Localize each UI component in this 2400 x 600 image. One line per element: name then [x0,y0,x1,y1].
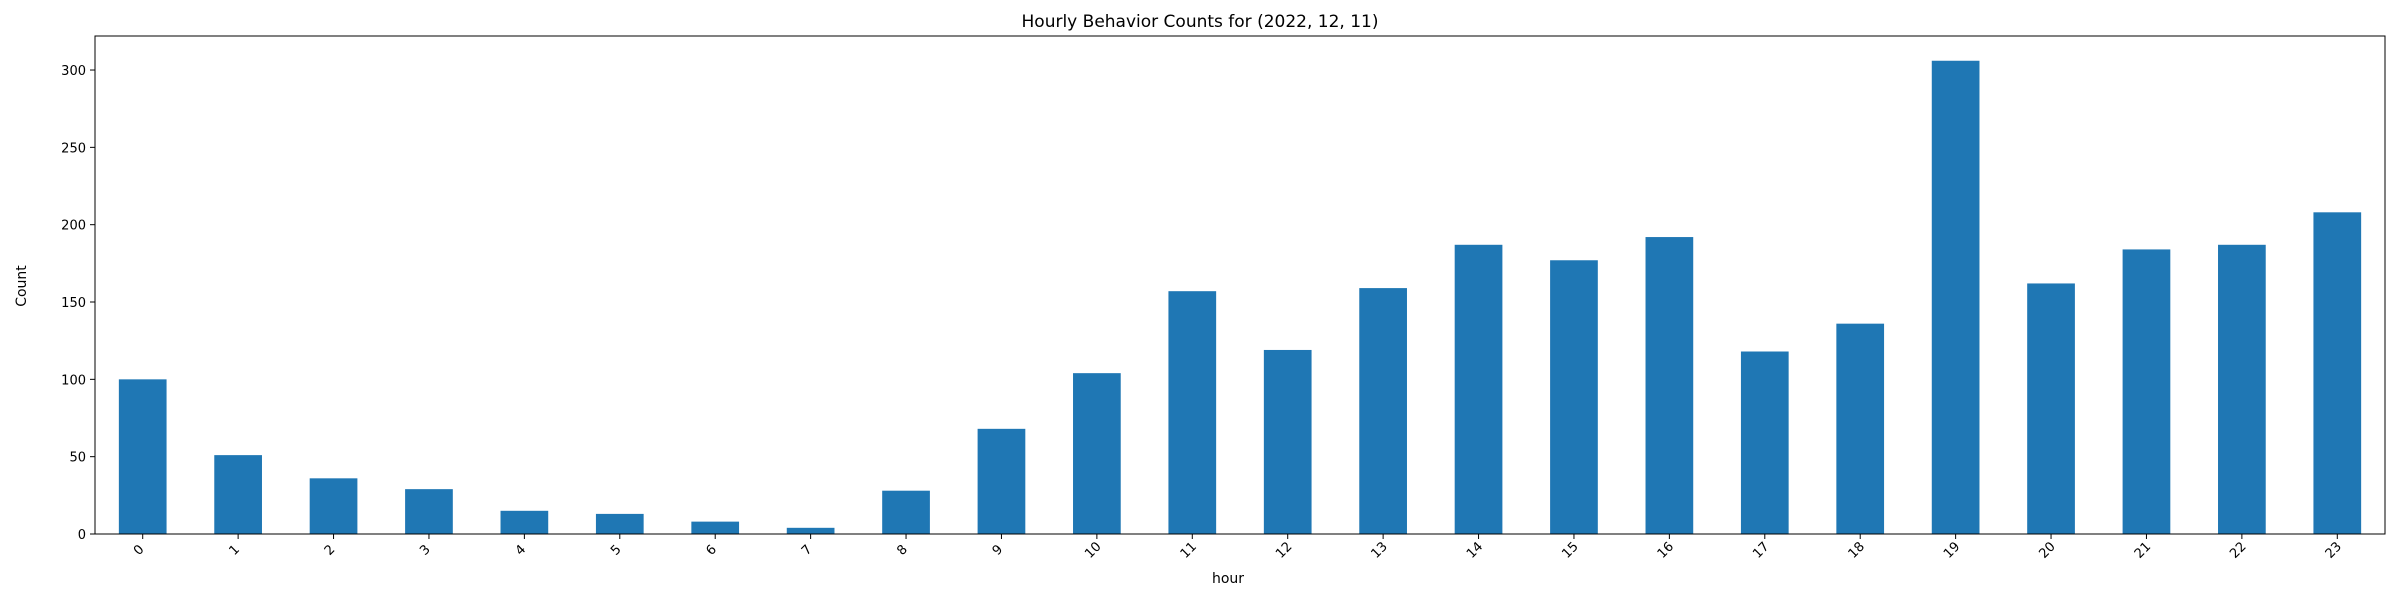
bar-hour-2 [309,478,358,534]
x-tick-label: 22 [2227,539,2249,561]
bar-hour-10 [1073,373,1121,534]
bar-hour-3 [405,489,453,534]
bar-hour-15 [1550,260,1598,534]
x-axis-ticks: 0 1 2 3 4 5 6 7 8 9 10 11 12 13 14 15 16 17 18 19 20 21 22 23 [131,534,2345,562]
y-axis-ticks: 0 50 100 150 200 250 300 [61,64,95,543]
x-tick-label: 19 [1941,539,1963,561]
bar-hour-22 [2218,244,2266,534]
bar-hour-5 [595,513,644,534]
bar-hour-16 [1645,237,1694,534]
x-tick-label: 6 [704,542,720,558]
y-tick-label: 150 [61,296,86,311]
x-tick-label: 4 [513,542,529,558]
y-axis-label: Count [14,265,30,307]
bar-hour-19 [1931,60,1980,535]
bar-hour-11 [1168,291,1217,534]
x-tick-label: 7 [799,542,815,558]
x-tick-label: 0 [131,542,147,558]
x-tick-label: 13 [1368,539,1390,561]
x-tick-label: 23 [2323,539,2345,561]
x-tick-label: 8 [894,542,910,558]
bar-hour-8 [882,490,930,534]
bar-hour-0 [118,379,167,534]
y-tick-label: 250 [61,141,86,156]
bar-hour-4 [500,510,549,534]
bar-hour-7 [786,527,835,534]
bar-hour-9 [977,428,1026,534]
y-tick-label: 0 [78,528,86,543]
x-tick-label: 21 [2132,539,2154,561]
x-tick-label: 9 [990,542,1006,558]
x-tick-label: 20 [2036,539,2058,561]
y-tick-label: 200 [61,219,86,234]
bar-hour-18 [1836,323,1885,534]
chart-title: Hourly Behavior Counts for (2022, 12, 11… [1022,12,1379,32]
x-tick-label: 3 [417,542,433,558]
x-tick-label: 14 [1464,539,1486,561]
y-tick-label: 300 [61,64,86,79]
x-axis-label: hour [1212,571,1244,587]
bar-hour-14 [1454,244,1503,534]
plot-frame [94,35,2386,535]
bar-hour-1 [214,455,262,534]
bar-hour-12 [1263,349,1312,534]
bar-hour-23 [2313,212,2362,535]
x-tick-label: 15 [1559,539,1581,561]
x-tick-label: 2 [322,542,338,558]
x-tick-label: 5 [608,542,624,558]
bar-hour-6 [691,521,740,534]
bars-group [118,60,2362,535]
x-tick-label: 10 [1082,539,1104,561]
x-tick-label: 11 [1178,539,1200,561]
x-tick-label: 18 [1846,539,1868,561]
bar-hour-17 [1740,351,1789,534]
x-tick-label: 16 [1655,539,1677,561]
x-tick-label: 17 [1750,539,1772,561]
y-tick-label: 50 [69,451,86,466]
x-tick-label: 12 [1273,539,1295,561]
x-tick-label: 1 [226,542,242,558]
y-tick-label: 100 [61,373,86,388]
bar-hour-21 [2122,249,2171,534]
bar-hour-20 [2027,283,2075,534]
bar-hour-13 [1359,288,1407,534]
